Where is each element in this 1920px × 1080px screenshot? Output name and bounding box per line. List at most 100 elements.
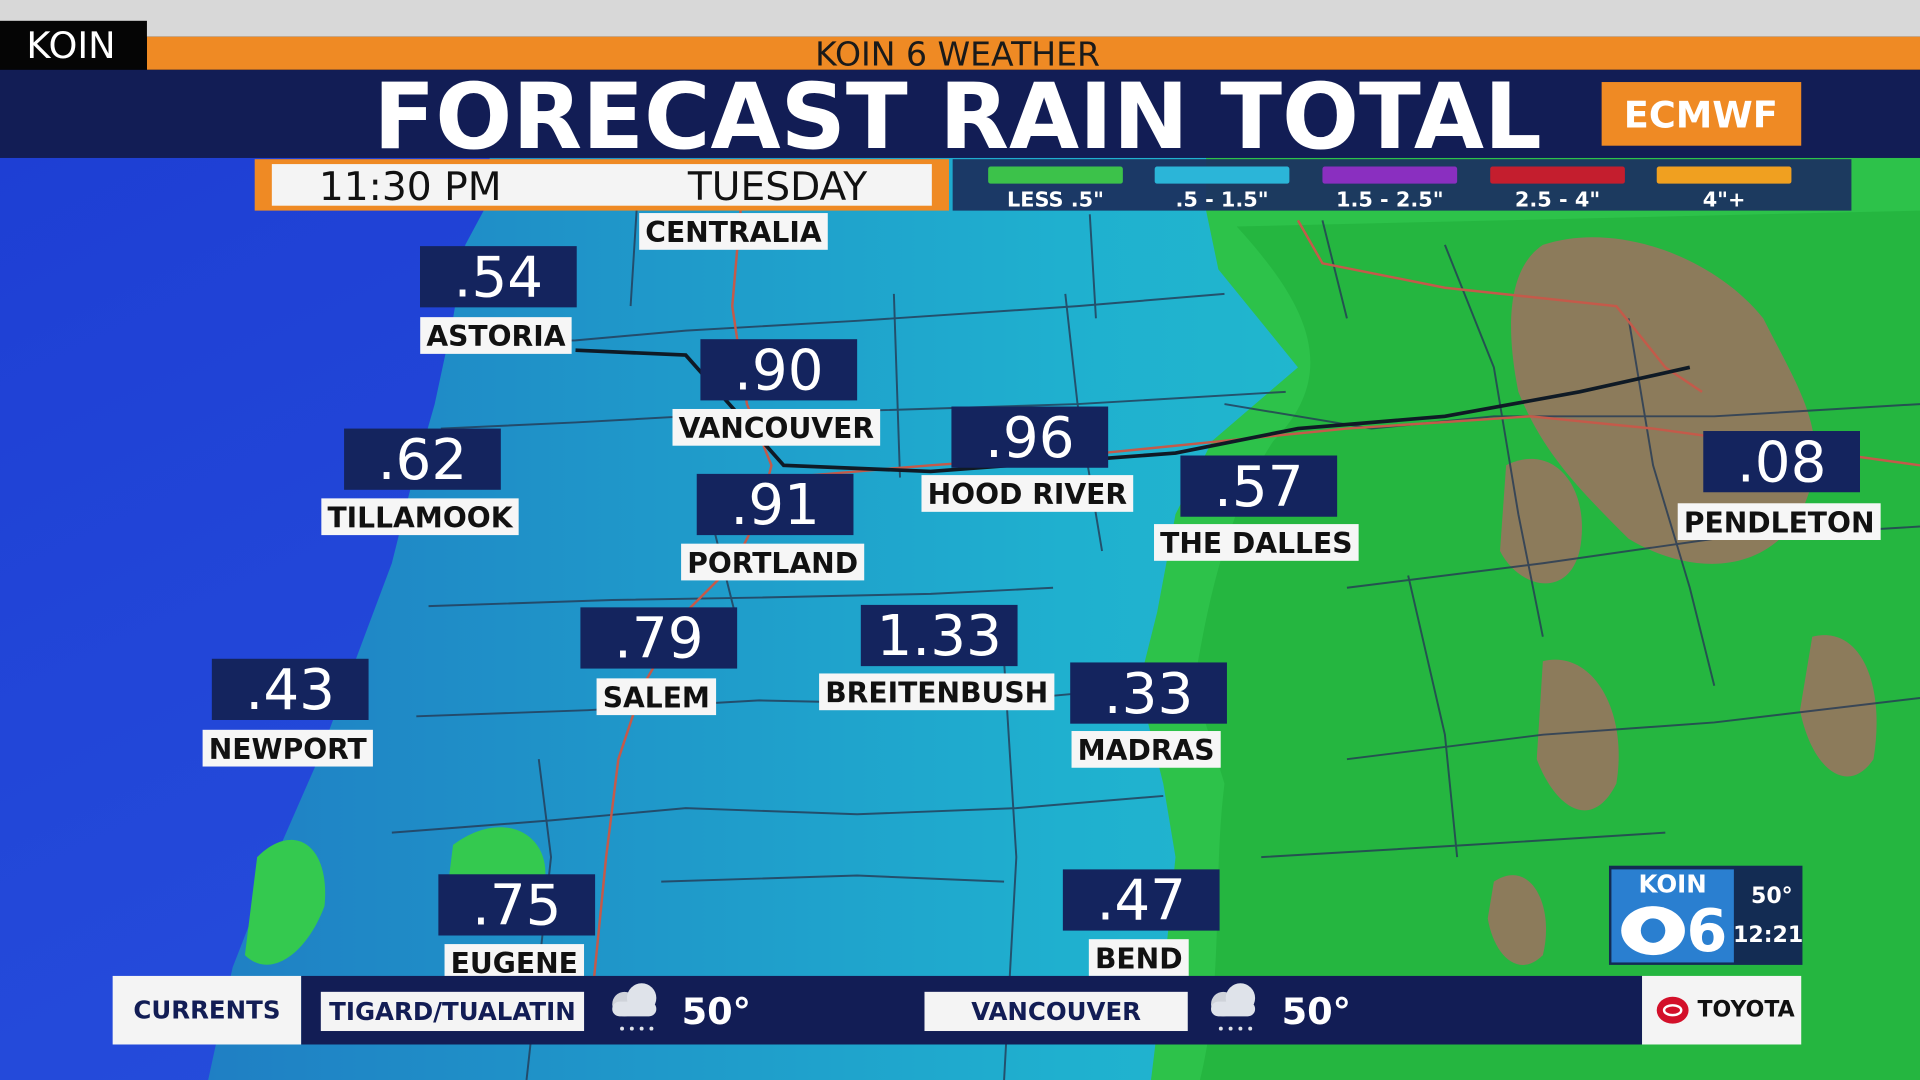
legend-swatch bbox=[1154, 166, 1290, 184]
rain-total: .75 bbox=[472, 874, 562, 939]
sponsor: TOYOTA bbox=[1697, 998, 1794, 1023]
title-bar bbox=[0, 69, 1920, 158]
title: FORECAST RAIN TOTAL bbox=[373, 65, 1541, 170]
city-label-box bbox=[681, 543, 865, 581]
logo-temp: 50° bbox=[1751, 884, 1793, 909]
legend: LESS .5" .5 - 1.5" 1.5 - 2.5" 2.5 - 4" 4"+ bbox=[988, 166, 1792, 212]
logo-name: KOIN bbox=[1639, 870, 1707, 899]
city-name: PENDLETON bbox=[1684, 506, 1875, 539]
value-box bbox=[700, 339, 858, 401]
currents: TIGARD/TUALATIN 50° VANCOUVER 50° bbox=[320, 983, 1351, 1033]
city-label-box bbox=[921, 475, 1134, 512]
logo-time: 12:21 bbox=[1733, 923, 1803, 948]
legend-swatch bbox=[1322, 166, 1458, 184]
rain-drop bbox=[639, 1026, 644, 1031]
city-name: CENTRALIA bbox=[645, 216, 822, 249]
city-label-box bbox=[202, 729, 373, 767]
time: 11:30 PM bbox=[319, 165, 502, 210]
city-label-box bbox=[420, 317, 572, 354]
city-name: TILLAMOOK bbox=[327, 501, 513, 534]
legend-swatch bbox=[1490, 166, 1625, 184]
rain-total: .57 bbox=[1214, 455, 1304, 520]
station-name: KOIN bbox=[26, 24, 115, 67]
rain-total: .90 bbox=[734, 339, 824, 404]
legend-label: LESS .5" bbox=[1007, 188, 1104, 212]
rain-total: .79 bbox=[614, 607, 704, 672]
legend-swatch bbox=[1656, 166, 1792, 184]
currents-title-box bbox=[112, 975, 302, 1045]
city-name: PORTLAND bbox=[687, 547, 858, 580]
station-temp: 50° bbox=[1282, 990, 1351, 1033]
rain-total: .91 bbox=[730, 473, 820, 538]
station-temp: 50° bbox=[682, 990, 751, 1033]
station-box bbox=[924, 991, 1188, 1032]
value-box bbox=[951, 406, 1109, 468]
legend-label: 4"+ bbox=[1703, 188, 1746, 212]
rain-total: 1.33 bbox=[876, 604, 1001, 669]
city-label-box bbox=[639, 213, 828, 250]
station-name: VANCOUVER bbox=[971, 997, 1141, 1026]
city-label-box bbox=[819, 673, 1055, 711]
rain-drop bbox=[629, 1026, 634, 1031]
weather-icon bbox=[1211, 1001, 1256, 1017]
city-label-box bbox=[1677, 503, 1881, 540]
value-box bbox=[420, 246, 577, 308]
rain-drop bbox=[1238, 1026, 1243, 1031]
logo-channel: 6 bbox=[1686, 896, 1727, 965]
rain-drop bbox=[649, 1026, 654, 1031]
map bbox=[0, 156, 1920, 1080]
banner-text: KOIN 6 WEATHER bbox=[815, 34, 1100, 73]
rain-total: .08 bbox=[1737, 430, 1827, 495]
city-name: HOOD RIVER bbox=[928, 478, 1128, 511]
value-box bbox=[344, 428, 501, 490]
rain-total: .43 bbox=[245, 658, 335, 723]
weather-icon bbox=[612, 1001, 657, 1017]
legend-label: 2.5 - 4" bbox=[1515, 188, 1600, 212]
rain-total: .33 bbox=[1104, 662, 1194, 727]
city-label-box bbox=[1154, 524, 1359, 561]
city-name: BEND bbox=[1095, 942, 1183, 975]
dry-area bbox=[1536, 659, 1619, 811]
light-rain-area bbox=[244, 839, 326, 965]
city-name: VANCOUVER bbox=[679, 412, 875, 445]
city-label-box bbox=[1088, 939, 1189, 976]
logo-eye-pupil bbox=[1640, 918, 1666, 943]
currents-title: CURRENTS bbox=[133, 996, 280, 1025]
rain-total: .47 bbox=[1096, 869, 1186, 934]
city-name: THE DALLES bbox=[1160, 527, 1352, 560]
rain-total: .54 bbox=[454, 245, 544, 310]
city-name: NEWPORT bbox=[209, 733, 368, 766]
rain-drop bbox=[1228, 1026, 1233, 1031]
top-strip bbox=[0, 0, 1920, 37]
legend-label: .5 - 1.5" bbox=[1175, 188, 1268, 212]
legend-label: 1.5 - 2.5" bbox=[1336, 188, 1444, 212]
sponsor-icon bbox=[1656, 996, 1689, 1024]
value-box bbox=[1180, 455, 1338, 517]
dry-area bbox=[1800, 635, 1877, 777]
value-box bbox=[438, 874, 596, 936]
city-name: MADRAS bbox=[1078, 734, 1215, 767]
city-label-box bbox=[444, 944, 585, 981]
city-name: BREITENBUSH bbox=[825, 677, 1048, 710]
model-box bbox=[1601, 82, 1802, 146]
city-name: SALEM bbox=[603, 681, 710, 714]
sponsor-icon-detail bbox=[1662, 1004, 1683, 1017]
dry-area bbox=[1487, 875, 1547, 965]
city-labels: CENTRALIA .54 ASTORIA .90 VANCOUVER .96 HOOD R… bbox=[202, 213, 1881, 981]
value-box bbox=[860, 604, 1018, 667]
rain-drop bbox=[620, 1026, 624, 1031]
city-name: EUGENE bbox=[451, 947, 578, 980]
time-box-inner bbox=[271, 164, 932, 206]
station-box bbox=[0, 20, 147, 70]
legend-swatch bbox=[988, 166, 1123, 184]
city-label-box bbox=[596, 678, 717, 716]
station-box bbox=[320, 991, 585, 1032]
city-label-box bbox=[672, 408, 881, 446]
value-box bbox=[1062, 869, 1220, 931]
day: TUESDAY bbox=[687, 165, 867, 210]
banner bbox=[146, 36, 1920, 70]
value-box bbox=[696, 473, 854, 536]
station-name: TIGARD/TUALATIN bbox=[329, 997, 576, 1026]
